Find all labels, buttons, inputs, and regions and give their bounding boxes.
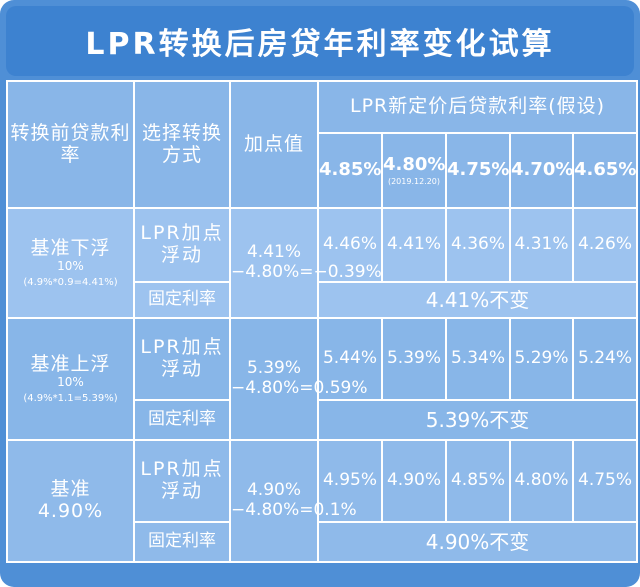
rate-cell: 4.31% bbox=[509, 207, 574, 283]
rate-cell: 5.44% bbox=[317, 317, 383, 401]
header-lpr-rate: 4.85% bbox=[317, 132, 383, 209]
header-lpr-rate: 4.75% bbox=[445, 132, 511, 209]
rate-cell: 5.39% bbox=[381, 317, 447, 401]
method-lpr-float: LPR加点浮动 bbox=[133, 439, 231, 523]
rate-cell: 4.26% bbox=[571, 207, 639, 283]
header-new-lpr-group: LPR新定价后贷款利率(假设) bbox=[316, 80, 639, 134]
header-lpr-rate: 4.70% bbox=[509, 132, 574, 209]
rate-cell: 4.75% bbox=[571, 439, 639, 523]
rate-cell: 4.95% bbox=[317, 439, 383, 523]
rate-cell: 4.90% bbox=[381, 439, 447, 523]
row-label-premium: 基准上浮 10% (4.9%*1.1=5.39%) bbox=[6, 317, 135, 441]
rate-cell: 4.36% bbox=[445, 207, 511, 283]
header-lpr-date-note: (2019.12.20) bbox=[387, 176, 441, 186]
rate-cell: 5.34% bbox=[445, 317, 511, 401]
row-label-base: 基准 4.90% bbox=[6, 439, 135, 563]
fixed-rate-unchanged: 5.39%不变 bbox=[316, 399, 639, 441]
spread-calc: 4.90%−4.80%=0.1% bbox=[229, 439, 357, 563]
method-fixed: 固定利率 bbox=[133, 521, 231, 563]
rate-cell: 4.85% bbox=[445, 439, 511, 523]
fixed-rate-unchanged: 4.41%不变 bbox=[316, 281, 639, 319]
fixed-rate-unchanged: 4.90%不变 bbox=[316, 521, 639, 563]
method-lpr-float: LPR加点浮动 bbox=[133, 317, 231, 401]
spread-calc: 4.41%−4.80%=−0.39% bbox=[229, 207, 382, 319]
rate-cell: 4.80% bbox=[509, 439, 574, 523]
method-fixed: 固定利率 bbox=[133, 281, 231, 319]
rate-cell: 5.24% bbox=[571, 317, 639, 401]
method-fixed: 固定利率 bbox=[133, 399, 231, 441]
header-method: 选择转换方式 bbox=[133, 80, 231, 209]
spread-calc: 5.39%−4.80%=0.59% bbox=[229, 317, 368, 441]
header-spread: 加点值 bbox=[229, 80, 319, 209]
row-label-discount: 基准下浮 10% (4.9%*0.9=4.41%) bbox=[6, 207, 135, 319]
rate-cell: 4.41% bbox=[381, 207, 447, 283]
header-lpr-rate: 4.80% (2019.12.20) bbox=[381, 132, 447, 209]
table-title: LPR转换后房贷年利率变化试算 bbox=[6, 6, 634, 76]
rate-cell: 5.29% bbox=[509, 317, 574, 401]
rate-cell: 4.46% bbox=[317, 207, 383, 283]
header-pre-rate: 转换前贷款利率 bbox=[6, 80, 135, 209]
rate-table: 转换前贷款利率 选择转换方式 加点值 LPR新定价后贷款利率(假设) 4.85%… bbox=[6, 80, 639, 563]
header-lpr-rate: 4.65% bbox=[571, 132, 639, 209]
method-lpr-float: LPR加点浮动 bbox=[133, 207, 231, 283]
